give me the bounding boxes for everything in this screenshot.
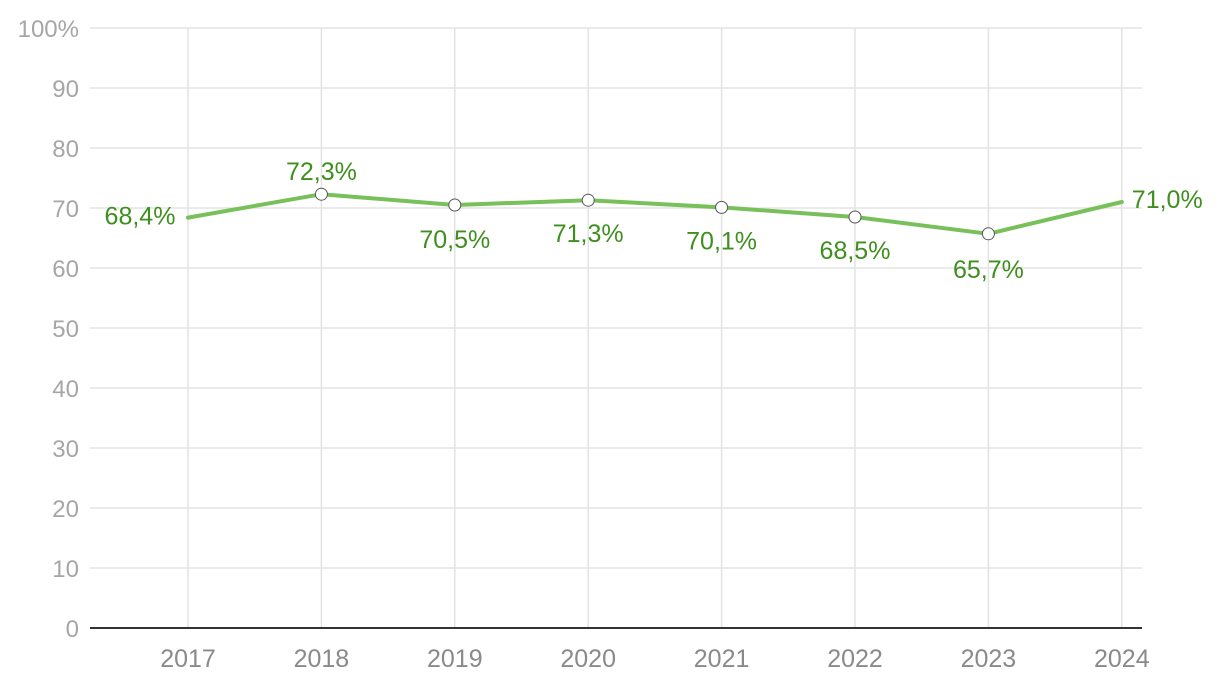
x-tick-label: 2021 (694, 645, 750, 673)
y-tick-label: 0 (66, 616, 79, 643)
data-labels: 68,4% 72,3% 70,5% 71,3% 70,1% 68,5% 65,7% 71,0% (105, 158, 1203, 284)
data-point (581, 193, 595, 207)
grid (90, 27, 1142, 628)
y-tick-label: 20 (52, 496, 79, 523)
y-tick-label: 90 (52, 76, 79, 103)
data-point (715, 200, 729, 214)
data-label: 71,3% (553, 220, 624, 248)
data-label: 65,7% (953, 256, 1024, 284)
data-label: 72,3% (286, 158, 357, 186)
y-axis-ticks: 0 10 20 30 40 50 60 70 80 90 100% (18, 16, 79, 643)
x-tick-label: 2018 (294, 645, 350, 673)
data-label: 70,5% (419, 226, 490, 254)
series-group (186, 187, 1124, 241)
data-label: 70,1% (686, 227, 757, 255)
x-tick-label: 2023 (961, 645, 1017, 673)
data-label: 68,5% (820, 237, 891, 265)
x-tick-label: 2017 (160, 645, 216, 673)
y-tick-label: 50 (52, 316, 79, 343)
y-tick-label: 30 (52, 436, 79, 463)
x-tick-label: 2020 (560, 645, 616, 673)
x-tick-label: 2019 (427, 645, 483, 673)
y-tick-label: 40 (52, 376, 79, 403)
x-tick-label: 2024 (1094, 645, 1150, 673)
data-label: 68,4% (105, 203, 176, 231)
y-tick-label: 70 (52, 196, 79, 223)
y-tick-label: 80 (52, 136, 79, 163)
data-point (981, 227, 995, 241)
data-point (848, 210, 862, 224)
data-point (314, 187, 328, 201)
data-point (448, 198, 462, 212)
x-axis-ticks: 2017 2018 2019 2020 2021 2022 2023 2024 (160, 645, 1150, 673)
x-tick-label: 2022 (827, 645, 883, 673)
y-tick-label: 10 (52, 556, 79, 583)
series-line (186, 192, 1124, 236)
y-tick-label: 100% (18, 16, 79, 43)
y-tick-label: 60 (52, 256, 79, 283)
data-label: 71,0% (1132, 186, 1203, 214)
